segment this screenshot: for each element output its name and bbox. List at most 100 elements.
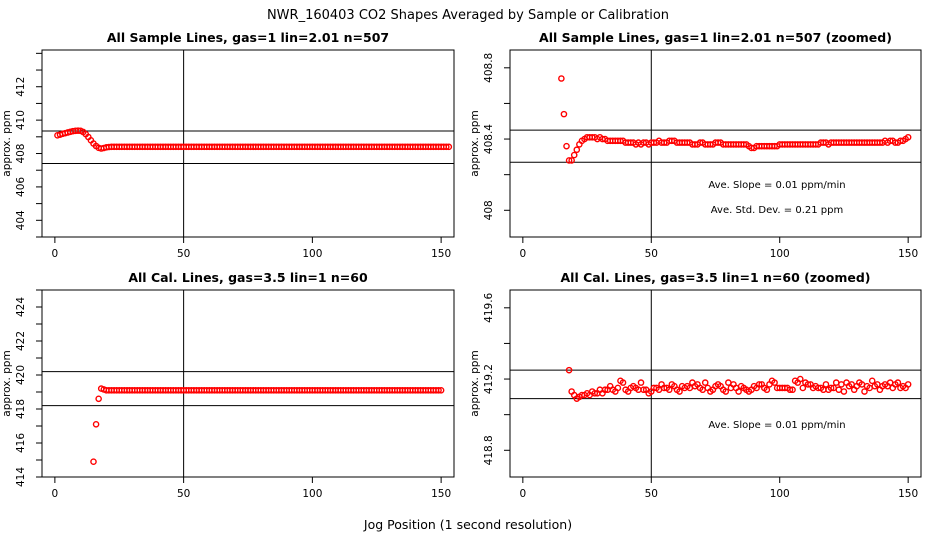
data-point [894,379,902,386]
panel-1-xtick-label: 50 [177,248,190,260]
data-point [560,110,568,118]
panel-4-xtick-label: 100 [770,488,790,500]
data-point [573,146,581,154]
data-point [570,151,578,159]
data-point [789,386,796,394]
panel-3-ytick-label: 418 [15,399,27,419]
panel-3: All Cal. Lines, gas=3.5 lin=1 n=60 0 50 100… [1,270,455,500]
data-point [435,386,442,394]
panel-2: All Sample Lines, gas=1 lin=2.01 n=507 (… [469,30,922,260]
panel-2-ylabel: approx. ppm [469,110,481,176]
data-point [725,379,732,386]
data-point [676,388,683,395]
data-point [558,75,565,82]
data-point [840,388,848,395]
panel-2-ytick-label: 408.4 [483,124,495,154]
panel-3-xtick-label: 0 [52,488,59,500]
panel-1-ytick-label: 406 [15,177,27,197]
panel-3-ytick-label: 422 [15,331,27,351]
data-point [445,143,453,151]
panel-3-xtick-label: 150 [431,488,451,500]
panel-4-xtick-label: 50 [645,488,658,500]
data-point [835,386,843,394]
data-point [437,386,445,394]
data-point [601,386,609,394]
panel-1-title: All Sample Lines, gas=1 lin=2.01 n=507 [107,30,389,45]
data-point [755,381,763,388]
data-point [763,386,771,394]
panel-1-xtick-label: 0 [52,248,59,260]
data-point [786,386,794,394]
panel-4-ytick-label: 418.8 [483,435,495,465]
data-point [735,388,742,395]
data-point [90,458,97,466]
data-point [904,381,912,388]
panel-1: All Sample Lines, gas=1 lin=2.01 n=507 0 5… [1,30,455,260]
data-point [614,384,622,392]
data-point [827,384,835,392]
panel-4-ylabel: approx. ppm [469,350,481,416]
panel-1-ytick-label: 412 [15,77,27,97]
panel-2-series [558,75,912,164]
panel-2-xtick-label: 50 [645,248,658,260]
panel-3-xtick-label: 100 [302,488,322,500]
panel-2-title: All Sample Lines, gas=1 lin=2.01 n=507 (… [539,30,892,45]
data-point [838,381,845,388]
panel-2-xtick-label: 0 [520,248,527,260]
data-point [701,379,709,386]
data-point [95,395,102,403]
panel-1-ylabel: approx. ppm [1,110,13,176]
panel-1-ytick-label: 410 [15,110,27,130]
panel-2-ytick-label: 408 [483,200,495,220]
data-point [796,375,804,383]
panel-1-ytick-label: 408 [15,143,27,163]
panel-2-ytick-label: 408.8 [483,53,495,83]
panel-4-xtick-label: 0 [520,488,527,500]
panel-4-ytick-label: 419.2 [483,364,495,394]
data-point [868,377,876,385]
data-point [804,381,812,388]
panel-1-xtick-label: 100 [302,248,322,260]
panel-2-annotation-2: Ave. Std. Dev. = 0.21 ppm [711,205,843,216]
panel-1-ytick-label: 404 [15,210,27,230]
panel-3-ytick-label: 414 [15,467,27,487]
data-point [565,366,573,374]
panel-3-xtick-label: 50 [177,488,190,500]
panel-2-xtick-label: 150 [898,248,918,260]
panel-1-xtick-label: 150 [431,248,451,260]
panel-4: All Cal. Lines, gas=3.5 lin=1 n=60 (zoom… [469,270,922,500]
panel-3-ylabel: approx. ppm [1,350,13,416]
panel-2-annotation-1: Ave. Slope = 0.01 ppm/min [708,180,845,191]
figure-xlabel: Jog Position (1 second resolution) [363,517,572,532]
panel-1-plot-frame [41,49,455,238]
panel-4-plot-frame [509,289,922,478]
panel-3-ytick-label: 424 [15,297,27,317]
data-point [591,389,599,397]
panel-4-ytick-label: 419.6 [483,292,495,322]
panel-3-plot-frame [41,289,455,478]
panel-4-annotation-1: Ave. Slope = 0.01 ppm/min [708,420,845,431]
panel-3-ytick-label: 416 [15,433,27,453]
panel-4-xtick-label: 150 [898,488,918,500]
panel-3-title: All Cal. Lines, gas=3.5 lin=1 n=60 [128,270,368,285]
panel-3-series [90,385,445,466]
data-point [861,388,868,395]
panel-1-series [54,127,453,152]
panel-2-plot-frame [509,49,922,238]
data-point [565,157,573,164]
panel-4-series [565,366,912,402]
data-point [665,386,673,394]
data-point [799,384,807,392]
data-point [822,381,830,388]
data-point [563,142,570,150]
data-point [832,379,840,386]
panel-3-ytick-label: 420 [15,365,27,385]
panel-4-title: All Cal. Lines, gas=3.5 lin=1 n=60 (zoom… [561,270,871,285]
data-point [904,133,912,141]
data-point [568,157,575,164]
data-point [442,143,450,151]
panel-2-xtick-label: 100 [770,248,790,260]
data-point [722,388,730,395]
data-point [771,379,778,386]
